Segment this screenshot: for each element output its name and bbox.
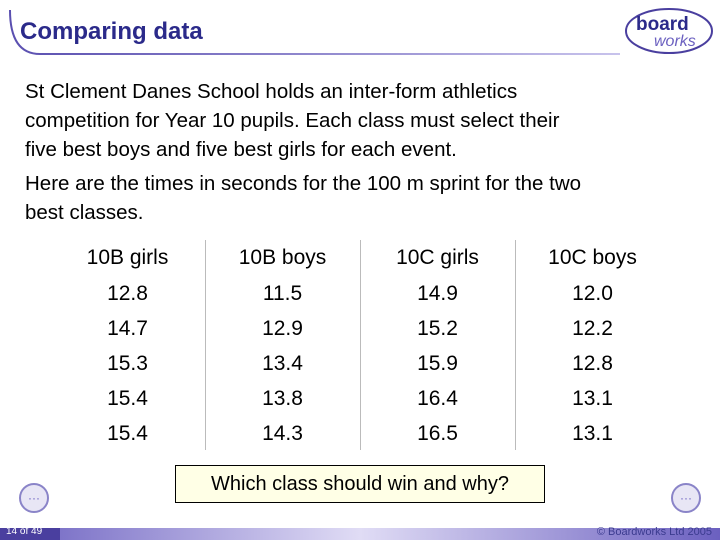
text-line: best classes. (25, 201, 144, 224)
table-cell: 14.3 (262, 422, 303, 445)
text-line: St Clement Danes School holds an inter-f… (25, 80, 518, 103)
column-divider (515, 240, 516, 450)
table-cell: 15.3 (107, 352, 148, 375)
slide-title: Comparing data (20, 18, 203, 45)
logo: board works (625, 8, 713, 54)
text-line: five best boys and five best girls for e… (25, 138, 457, 161)
question-box: Which class should win and why? (175, 465, 545, 503)
column-header: 10B boys (238, 246, 327, 269)
svg-text:···: ··· (680, 491, 692, 505)
table-cell: 13.8 (262, 387, 303, 410)
logo-text: works (654, 33, 696, 50)
table-cell: 15.9 (417, 352, 458, 375)
table-cell: 16.4 (417, 387, 458, 410)
table-cell: 15.4 (107, 422, 148, 445)
logo-text: board (636, 14, 689, 35)
page-number: 14 of 49 (6, 526, 43, 537)
text-line: Here are the times in seconds for the 10… (25, 172, 582, 195)
text-line: competition for Year 10 pupils. Each cla… (25, 109, 560, 132)
table-cell: 15.4 (107, 387, 148, 410)
table-cell: 14.9 (417, 282, 458, 305)
table-cell: 12.8 (107, 282, 148, 305)
table-cell: 13.4 (262, 352, 303, 375)
column-header: 10C girls (396, 246, 479, 269)
table-cell: 12.9 (262, 317, 303, 340)
column-header: 10C boys (548, 246, 637, 269)
table-cell: 13.1 (572, 387, 613, 410)
column-header: 10B girls (86, 246, 169, 269)
table-cell: 14.7 (107, 317, 148, 340)
column-divider (360, 240, 361, 450)
copyright: © Boardworks Ltd 2005 (596, 526, 712, 538)
table-cell: 13.1 (572, 422, 613, 445)
table-cell: 11.5 (262, 282, 303, 305)
table-cell: 12.8 (572, 352, 613, 375)
column-divider (205, 240, 206, 450)
svg-text:···: ··· (28, 491, 40, 505)
table-cell: 16.5 (417, 422, 458, 445)
table: 10B girls 10B boys 10C girls 10C boys 12.8 11… (50, 240, 670, 450)
table-cell: 12.2 (572, 317, 613, 340)
table-cell: 15.2 (417, 317, 458, 340)
table-cell: 12.0 (572, 282, 613, 305)
